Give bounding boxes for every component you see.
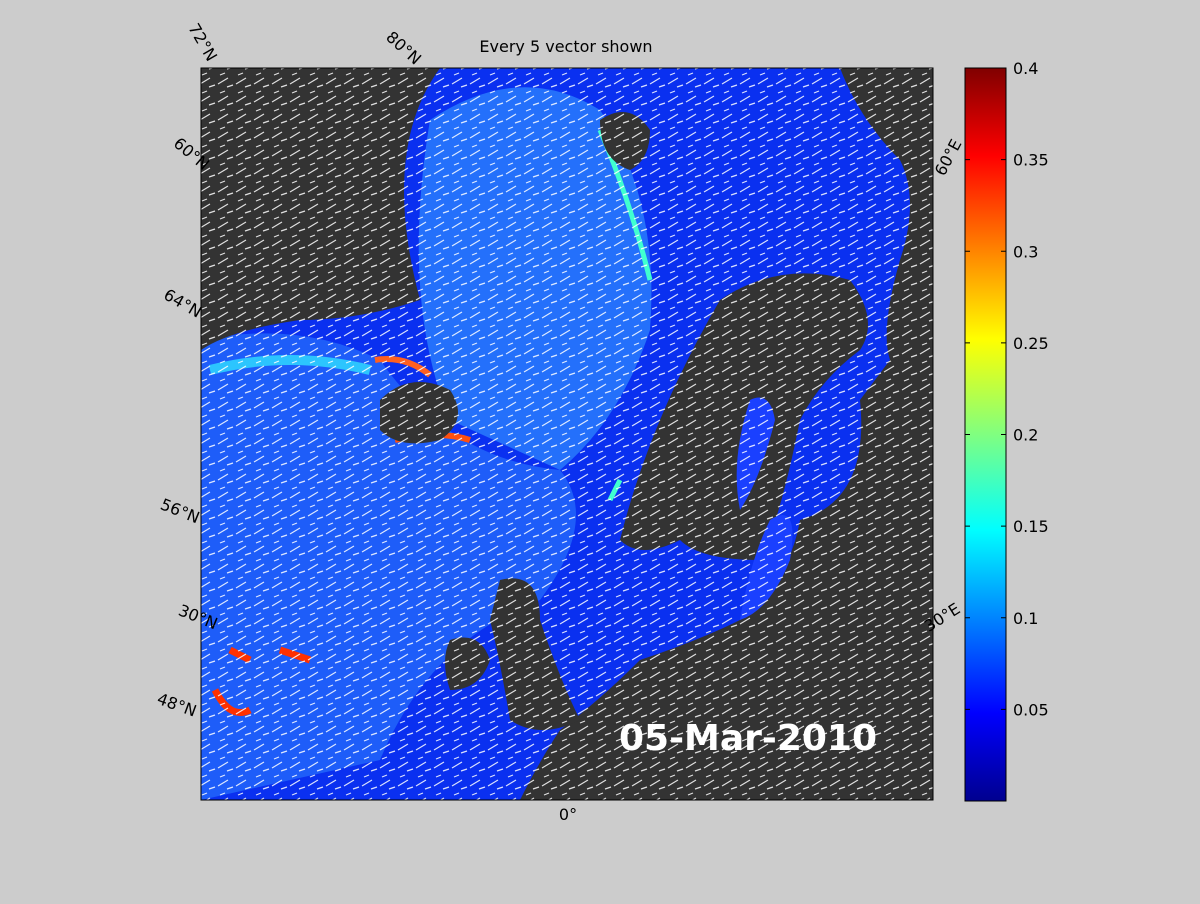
colorbar-tick-label: 0.2 — [1013, 426, 1038, 445]
map-frame — [200, 67, 934, 801]
colorbar-tick-label: 0.4 — [1013, 59, 1038, 78]
graticule-label: 0° — [559, 805, 577, 824]
graticule-label: 56°N — [158, 495, 203, 528]
map: 05-Mar-2010 — [201, 68, 933, 800]
colorbar-tick-label: 0.25 — [1013, 334, 1049, 353]
colorbar-tick-label: 0.15 — [1013, 517, 1049, 536]
colorbar-ticks: 0.05 0.1 0.15 0.2 0.25 0.3 0.35 0.4 — [965, 59, 1049, 719]
graticule-label: 64°N — [161, 285, 205, 322]
graticule-label: 60°E — [931, 136, 966, 179]
graticule-label: 80°N — [382, 27, 425, 68]
graticule-label: 48°N — [155, 689, 199, 721]
colorbar-tick-label: 0.1 — [1013, 609, 1038, 628]
colorbar-tick-label: 0.05 — [1013, 700, 1049, 719]
colorbar-tick-label: 0.3 — [1013, 242, 1038, 261]
vectors — [201, 68, 933, 800]
colorbar-tick-label: 0.35 — [1013, 151, 1049, 170]
map-title: Every 5 vector shown — [479, 37, 652, 56]
date-label: 05-Mar-2010 — [619, 718, 877, 759]
colorbar — [964, 67, 1007, 802]
graticule-label: 72°N — [184, 20, 221, 64]
